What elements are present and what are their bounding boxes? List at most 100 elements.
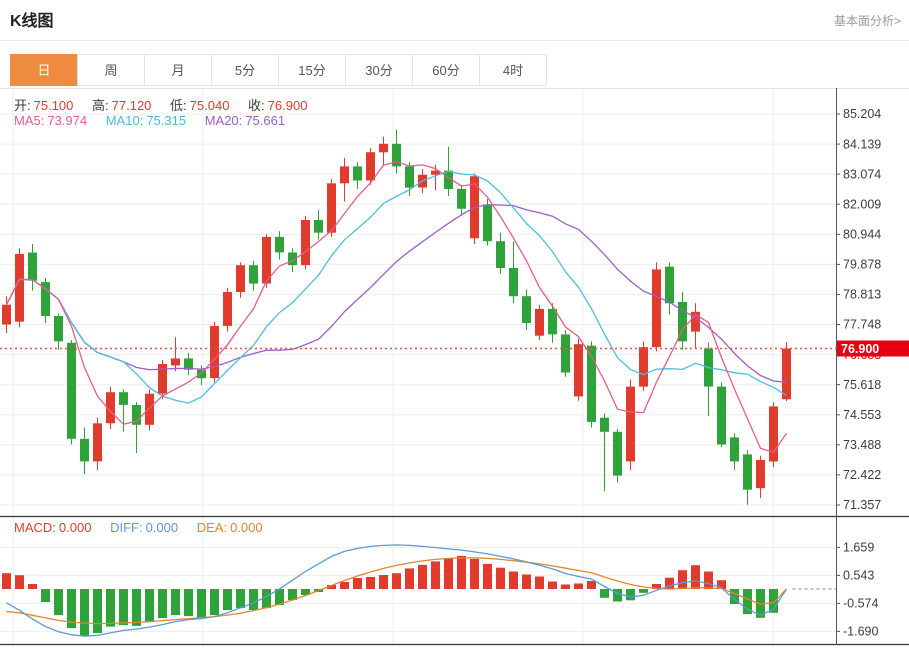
macd-axis-label: -1.690 [843, 625, 878, 639]
macd-hist-bar [301, 589, 310, 595]
candle-body [366, 152, 375, 181]
macd-hist-bar [756, 589, 765, 618]
macd-hist-bar [418, 564, 427, 589]
macd-hist-bar [470, 558, 479, 589]
macd-hist-bar [67, 589, 76, 629]
candle-body [379, 143, 388, 153]
tab-日[interactable]: 日 [10, 54, 78, 86]
macd-hist-bar [327, 585, 336, 589]
header-divider [0, 40, 909, 41]
macd-hist-bar [652, 584, 661, 589]
macd-hist-bar [54, 589, 63, 616]
macd-hist-bar [665, 577, 674, 589]
macd-hist-bar [236, 589, 245, 609]
macd-hist-bar [106, 589, 115, 627]
candle-body [782, 348, 791, 400]
macd-hist-bar [626, 589, 635, 601]
candle-body [210, 325, 219, 379]
macd-hist-bar [587, 581, 596, 589]
candle-body [15, 253, 24, 322]
candle-body [483, 204, 492, 242]
macd-hist-bar [431, 561, 440, 589]
macd-axis-label: 0.543 [843, 569, 874, 583]
macd-hist-bar [379, 575, 388, 589]
macd-hist-bar [522, 574, 531, 589]
price-axis-label: 74.553 [843, 408, 881, 422]
candle-body [171, 358, 180, 366]
macd-hist-bar [509, 571, 518, 590]
macd-hist-bar [145, 589, 154, 623]
candle-body [522, 296, 531, 323]
macd-hist-bar [574, 583, 583, 589]
dea-line [6, 557, 787, 625]
candle-body [405, 166, 414, 188]
macd-hist-bar [2, 573, 11, 589]
macd-axis-label: -0.574 [843, 597, 878, 611]
macd-axis-label: 1.659 [843, 541, 874, 555]
macd-hist-bar [483, 563, 492, 589]
macd-hist-bar [119, 589, 128, 626]
macd-hist-bar [15, 575, 24, 589]
macd-hist-bar [197, 589, 206, 619]
price-axis-label: 84.139 [843, 137, 881, 151]
macd-hist-bar [80, 589, 89, 636]
candle-body [249, 265, 258, 284]
macd-hist-bar [561, 584, 570, 589]
diff-line [6, 544, 788, 637]
ma20-line [5, 204, 787, 383]
candle-body [769, 406, 778, 462]
candle-body [301, 220, 310, 266]
price-axis-label: 78.813 [843, 288, 881, 302]
macd-hist-bar [535, 576, 544, 589]
tab-5分[interactable]: 5分 [211, 54, 279, 86]
macd-hist-bar [223, 589, 232, 611]
macd-hist-bar [548, 581, 557, 589]
candle-body [2, 304, 11, 325]
current-price-badge-text: 76.900 [841, 342, 879, 356]
candle-body [184, 358, 193, 370]
price-axis-label: 80.944 [843, 228, 881, 242]
candle-body [600, 417, 609, 432]
candle-body [327, 183, 336, 233]
price-axis-label: 75.618 [843, 378, 881, 392]
candle-body [613, 431, 622, 476]
candle-body [28, 252, 37, 281]
macd-hist-bar [639, 589, 648, 593]
macd-hist-bar [353, 578, 362, 589]
macd-hist-bar [366, 577, 375, 589]
macd-hist-bar [210, 589, 219, 616]
tab-bar: 日周月 5分 15分 30分 60分 4时 [10, 54, 547, 86]
price-axis-label: 82.009 [843, 197, 881, 211]
price-axis-label: 85.204 [843, 107, 881, 121]
candle-body [67, 342, 76, 439]
candle-body [756, 460, 765, 489]
candle-body [717, 386, 726, 445]
price-axis-label: 73.488 [843, 438, 881, 452]
tab-4时[interactable]: 4时 [479, 54, 547, 86]
tab-30分[interactable]: 30分 [345, 54, 413, 86]
tab-月[interactable]: 月 [144, 54, 212, 86]
macd-hist-bar [444, 558, 453, 589]
candle-body [275, 236, 284, 253]
current-price-badge [837, 340, 909, 357]
macd-hist-bar [704, 571, 713, 590]
macd-hist-bar [600, 589, 609, 598]
candle-body [626, 386, 635, 462]
candle-body [262, 236, 271, 284]
tab-15分[interactable]: 15分 [278, 54, 346, 86]
candle-body [314, 220, 323, 233]
ma5-line [5, 161, 788, 454]
macd-hist-bar [392, 573, 401, 589]
candle-body [509, 268, 518, 297]
fundamental-analysis-link[interactable]: 基本面分析> [833, 14, 901, 28]
macd-hist-bar [496, 567, 505, 589]
candle-body [197, 369, 206, 379]
macd-hist-bar [730, 589, 739, 604]
macd-hist-bar [340, 582, 349, 589]
tab-60分[interactable]: 60分 [412, 54, 480, 86]
macd-hist-bar [717, 580, 726, 589]
tab-周[interactable]: 周 [77, 54, 145, 86]
